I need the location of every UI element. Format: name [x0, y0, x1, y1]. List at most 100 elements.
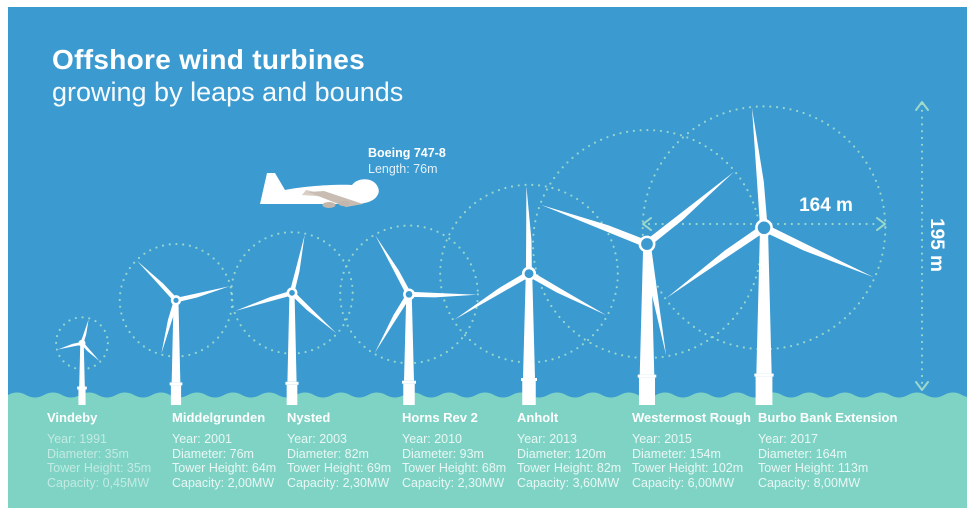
turbine-blade — [647, 171, 734, 245]
tower-flange — [637, 374, 657, 378]
turbine-foundation — [522, 381, 536, 405]
turbine-blade — [411, 291, 477, 298]
measurement-lines — [642, 101, 929, 391]
turbine-graphic — [374, 235, 477, 405]
turbine-foundation — [755, 376, 773, 405]
turbine-diameter: Diameter: 93m — [402, 446, 484, 461]
arrow-right-icon — [876, 217, 886, 231]
turbine-blade — [766, 226, 874, 278]
turbine-tower-height: Tower Height: 113m — [758, 461, 869, 476]
turbine-name: Westermost Rough — [632, 410, 751, 425]
turbine-name: Horns Rev 2 — [402, 410, 478, 425]
turbine-foundation — [170, 385, 182, 405]
turbine-info-column: Burbo Bank Extension Year: 2017 Diameter… — [758, 410, 897, 490]
turbine-diameter: Diameter: 164m — [758, 446, 847, 461]
arrow-up-icon — [915, 101, 929, 111]
turbine-diameter: Diameter: 76m — [172, 446, 254, 461]
turbine-blade — [292, 293, 337, 334]
turbine-hub-center — [405, 291, 413, 298]
turbine-blade — [57, 342, 81, 350]
turbine-name: Nysted — [287, 410, 331, 425]
turbine-blade — [454, 272, 528, 320]
turbine-info-column: Horns Rev 2 Year: 2010 Diameter: 93m Tow… — [402, 410, 506, 490]
turbine-blade — [666, 227, 763, 299]
scene-graphic — [8, 101, 967, 508]
sea-surface — [8, 392, 967, 508]
turbine-year: Year: 2017 — [758, 432, 819, 446]
turbine-blade — [541, 204, 645, 246]
plane-engine — [322, 202, 336, 208]
turbine-blade — [81, 319, 89, 342]
rotor-diameter-label: 164 m — [799, 195, 853, 216]
turbine-tower — [404, 294, 414, 381]
turbine-tower — [523, 273, 535, 378]
turbine-blade — [177, 286, 230, 302]
plane-fuselage — [260, 173, 379, 204]
turbine-graphic — [666, 108, 874, 405]
tower-flange — [521, 378, 537, 381]
turbine-info-column: Westermost Rough Year: 2015 Diameter: 15… — [632, 410, 751, 490]
tower-flange — [169, 382, 183, 386]
turbine-capacity: Capacity: 0,45MW — [47, 475, 150, 490]
turbine-hub-center — [289, 290, 295, 296]
total-height-label: 195 m — [926, 218, 947, 272]
turbine-blade — [82, 343, 100, 361]
turbine-blade — [374, 295, 410, 353]
turbine-tower-height: Tower Height: 68m — [402, 461, 507, 476]
turbine-diameter: Diameter: 35m — [47, 446, 129, 461]
turbine-info-column: Middelgrunden Year: 2001 Diameter: 76m T… — [172, 410, 276, 490]
plane-engine — [338, 200, 350, 207]
tower-flange — [285, 381, 299, 385]
turbine-capacity: Capacity: 8,00MW — [758, 475, 861, 490]
turbine-blade — [161, 302, 178, 354]
turbine-foundation — [638, 377, 656, 405]
boeing-747-icon — [260, 173, 379, 208]
arrow-down-icon — [915, 381, 929, 391]
turbine-hub-center — [524, 269, 534, 279]
turbine-foundation — [78, 389, 86, 405]
turbine-tower-height: Tower Height: 69m — [287, 461, 392, 476]
turbine-diameter: Diameter: 82m — [287, 446, 369, 461]
turbine-tower-height: Tower Height: 102m — [632, 461, 744, 476]
turbine-tower-height: Tower Height: 35m — [47, 461, 152, 476]
turbine-year: Year: 2013 — [517, 432, 578, 446]
turbine-year: Year: 2010 — [402, 432, 463, 446]
rotor-sweep-circle — [439, 183, 619, 364]
page-title: Offshore wind turbines — [52, 44, 366, 75]
turbine-blade — [375, 235, 410, 294]
turbine-name: Burbo Bank Extension — [758, 410, 898, 425]
turbine-foundation — [286, 384, 298, 405]
turbine-hub-center — [641, 238, 653, 250]
tower-flange — [77, 386, 87, 390]
turbine-year: Year: 1991 — [47, 432, 108, 446]
turbine-tower-height: Tower Height: 82m — [517, 461, 622, 476]
turbine-hub-center — [173, 297, 179, 303]
turbine-graphic — [57, 319, 100, 405]
turbine-hub-center — [757, 221, 771, 235]
turbine-name: Vindeby — [47, 410, 98, 425]
turbine-tower — [79, 343, 85, 387]
turbine-graphic — [235, 234, 337, 405]
turbine-capacity: Capacity: 2,30MW — [287, 475, 390, 490]
turbine-capacity: Capacity: 6,00MW — [632, 475, 735, 490]
turbine-tower — [171, 300, 181, 383]
tower-flange — [402, 380, 416, 384]
turbine-year: Year: 2015 — [632, 432, 693, 446]
plane-length-label: Length: 76m — [368, 162, 438, 176]
infographic-canvas: Offshore wind turbines growing by leaps … — [8, 7, 967, 508]
turbine-tower-height: Tower Height: 64m — [172, 461, 277, 476]
plane-stabilizer — [263, 193, 281, 203]
arrow-left-icon — [642, 217, 652, 231]
turbine-tower — [287, 292, 297, 382]
turbine-graphic — [541, 171, 734, 405]
turbine-capacity: Capacity: 3,60MW — [517, 475, 620, 490]
turbine-blade — [290, 234, 305, 291]
turbine-info-column: Nysted Year: 2003 Diameter: 82m Tower He… — [287, 410, 391, 490]
turbine-name: Anholt — [517, 410, 559, 425]
turbine-hub — [78, 339, 86, 347]
page-subtitle: growing by leaps and bounds — [52, 77, 404, 107]
turbine-year: Year: 2003 — [287, 432, 348, 446]
turbine-tower — [756, 227, 772, 374]
turbine-blade — [525, 185, 532, 271]
